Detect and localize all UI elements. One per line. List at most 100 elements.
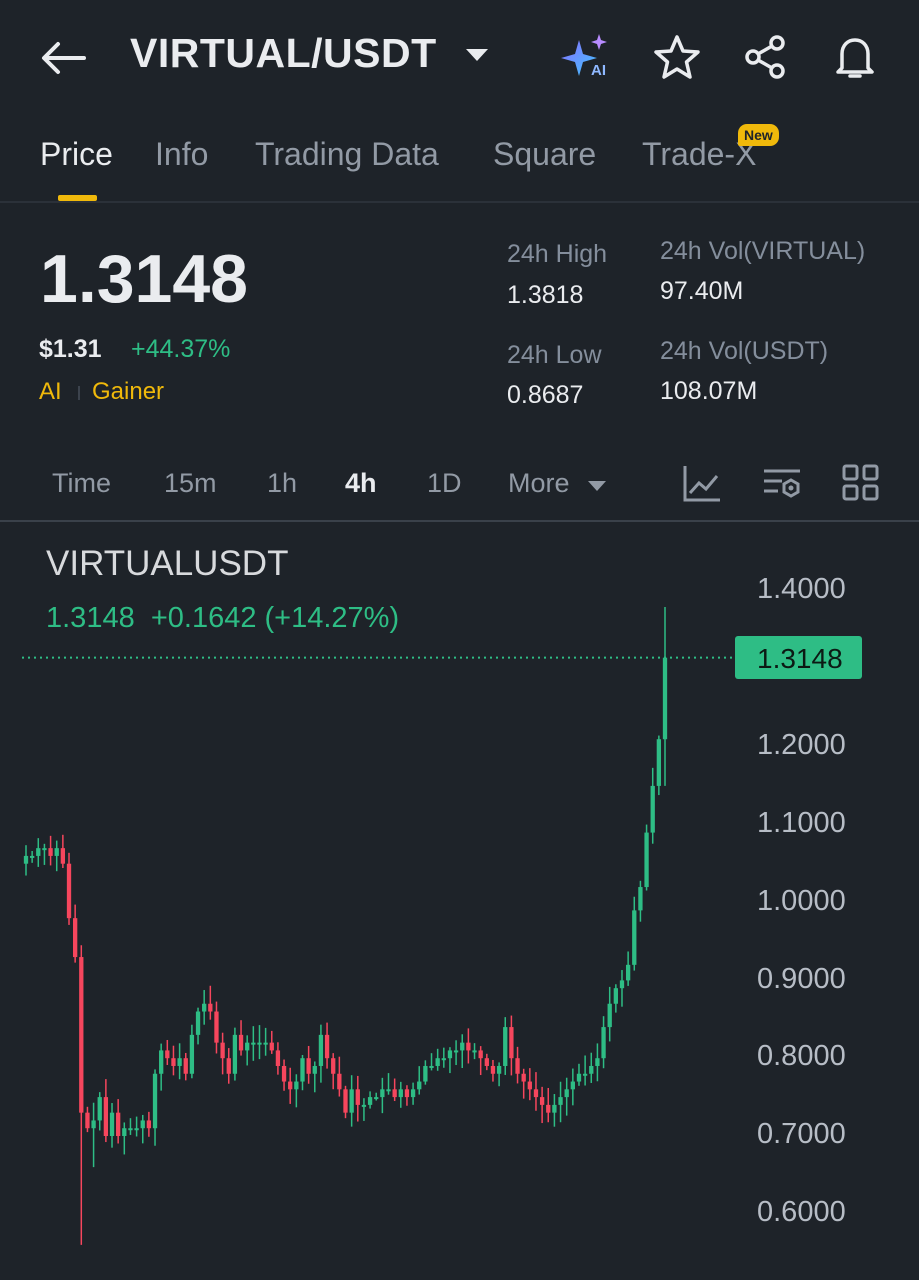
vol-quote-value: 108.07M <box>660 377 758 405</box>
candle-body <box>312 1065 317 1074</box>
candle-body <box>447 1050 453 1059</box>
chevron-down-icon[interactable] <box>466 49 488 61</box>
candle-body <box>159 1050 164 1074</box>
grid-layout-icon[interactable] <box>841 463 881 503</box>
candle-body <box>607 1003 612 1028</box>
candle-body <box>558 1097 563 1105</box>
bell-icon[interactable] <box>830 32 880 82</box>
timeframe-1h[interactable]: 1h <box>267 468 298 498</box>
candle-body <box>306 1058 311 1074</box>
candle-body <box>288 1081 293 1090</box>
candle-body <box>183 1058 188 1074</box>
indicator-chart-icon[interactable] <box>682 463 722 503</box>
candle-body <box>214 1011 219 1043</box>
axis-label-1-2: 1.2000 <box>757 729 846 761</box>
candle-body <box>171 1058 176 1066</box>
low-label: 24h Low <box>507 341 602 369</box>
tab-price[interactable]: Price <box>40 136 113 172</box>
candle-body <box>294 1081 299 1090</box>
chart-settings-icon[interactable] <box>762 463 802 503</box>
candle-body <box>29 855 35 858</box>
vol-base-value: 97.40M <box>660 277 744 305</box>
candle-body <box>134 1128 139 1131</box>
candle-body <box>466 1042 471 1051</box>
candle-body <box>576 1073 582 1082</box>
candle-body <box>91 1120 96 1129</box>
axis-label-0-7: 0.7000 <box>757 1118 846 1150</box>
candle-body <box>478 1050 483 1059</box>
candle-body <box>515 1058 520 1074</box>
tab-info[interactable]: Info <box>155 136 209 172</box>
share-icon[interactable] <box>741 32 791 82</box>
timeframe-time[interactable]: Time <box>52 468 111 498</box>
back-arrow-icon[interactable] <box>40 38 86 78</box>
candle-body <box>97 1097 102 1121</box>
high-label: 24h High <box>507 240 608 268</box>
candle-body <box>595 1058 600 1066</box>
candle-body <box>644 832 649 888</box>
candle-body <box>263 1042 268 1045</box>
candle-body <box>509 1027 514 1059</box>
candle-body <box>152 1073 158 1129</box>
candle-body <box>202 1003 207 1012</box>
candle-body <box>324 1034 330 1059</box>
candle-body <box>208 1003 213 1012</box>
chart-last-change: 1.3148 +0.1642 (+14.27%) <box>46 602 399 635</box>
axis-label-1-1: 1.1000 <box>757 807 846 839</box>
top-bar: VIRTUAL/USDT AI <box>0 0 919 115</box>
axis-label-1-4: 1.4000 <box>757 573 846 605</box>
candle-body <box>552 1104 557 1113</box>
timeframe-15m[interactable]: 15m <box>164 468 217 498</box>
candle-body <box>582 1073 588 1076</box>
more-caret-icon[interactable] <box>588 481 606 491</box>
usd-price: $1.31 <box>39 335 102 363</box>
candle-body <box>355 1089 360 1105</box>
candle-body <box>503 1027 508 1066</box>
candle-body <box>601 1027 606 1059</box>
chart-change: +0.1642 (+14.27%) <box>150 602 400 634</box>
axis-label-1-0: 1.0000 <box>757 885 846 917</box>
candle-body <box>220 1042 225 1059</box>
candle-body <box>435 1058 440 1066</box>
timeframe-more[interactable]: More <box>508 468 570 498</box>
ai-sparkle-icon[interactable]: AI <box>561 32 611 82</box>
candle-body <box>638 887 643 911</box>
candle-body <box>281 1065 287 1082</box>
pair-title[interactable]: VIRTUAL/USDT <box>130 30 437 76</box>
active-tab-indicator <box>58 195 97 201</box>
candle-body <box>490 1065 496 1074</box>
tag-ai[interactable]: AI <box>39 378 62 405</box>
tag-gainer[interactable]: Gainer <box>92 378 165 405</box>
candle-body <box>662 657 668 740</box>
candle-body <box>36 848 41 856</box>
tab-divider <box>0 201 919 203</box>
change-24h: +44.37% <box>131 335 231 363</box>
candle-body <box>417 1081 422 1090</box>
tab-bar: Price Info Trading Data Square Trade-X N… <box>0 118 919 202</box>
tab-trading-data[interactable]: Trading Data <box>255 136 439 172</box>
current-price-tag-value: 1.3148 <box>757 643 843 674</box>
timeframe-1d[interactable]: 1D <box>427 468 462 498</box>
candle-body <box>625 964 631 981</box>
candle-body <box>349 1089 354 1113</box>
current-price-tag: 1.3148 <box>735 636 862 679</box>
axis-label-0-8: 0.8000 <box>757 1040 846 1072</box>
tab-square[interactable]: Square <box>493 136 597 172</box>
candle-body <box>300 1058 305 1082</box>
candle-body <box>109 1112 115 1136</box>
candle-body <box>85 1112 90 1129</box>
candle-body <box>165 1050 170 1059</box>
candle-body <box>54 848 59 856</box>
candle-body <box>60 848 66 864</box>
candlestick-chart[interactable] <box>0 580 919 1280</box>
axis-label-0-6: 0.6000 <box>757 1196 846 1228</box>
candle-body <box>386 1089 391 1092</box>
tab-trade-x[interactable]: Trade-X <box>642 136 757 172</box>
candle-body <box>116 1112 121 1136</box>
candle-body <box>232 1034 238 1074</box>
candle-body <box>539 1097 545 1105</box>
candle-body <box>484 1058 489 1066</box>
star-icon[interactable] <box>652 32 702 82</box>
candle-body <box>570 1081 575 1090</box>
timeframe-4h[interactable]: 4h <box>345 468 377 498</box>
